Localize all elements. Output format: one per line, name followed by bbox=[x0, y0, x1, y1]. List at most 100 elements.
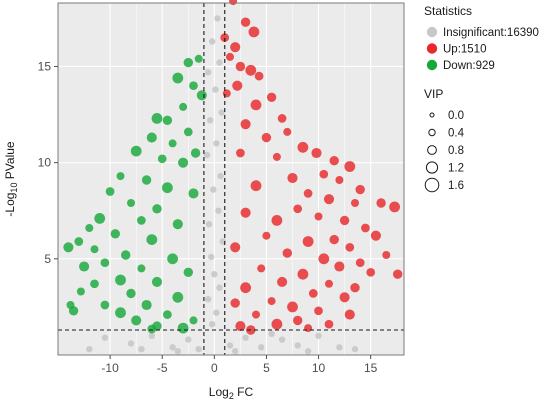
point-insignificant-3 bbox=[204, 69, 212, 76]
point-insignificant-39 bbox=[304, 348, 312, 355]
point-down-11 bbox=[190, 148, 201, 158]
point-insignificant-30 bbox=[294, 342, 301, 349]
y-axis-title: -Log10 PValue bbox=[3, 141, 19, 217]
point-up-57 bbox=[240, 282, 252, 294]
point-up-8 bbox=[254, 71, 264, 81]
point-down-2 bbox=[172, 72, 184, 84]
point-down-0 bbox=[194, 54, 203, 63]
point-up-59 bbox=[339, 292, 350, 303]
point-up-20 bbox=[272, 152, 281, 161]
point-insignificant-34 bbox=[86, 346, 93, 353]
point-up-22 bbox=[344, 161, 356, 172]
point-up-15 bbox=[283, 127, 292, 136]
point-insignificant-8 bbox=[203, 151, 211, 159]
point-up-36 bbox=[339, 215, 350, 226]
point-up-1 bbox=[240, 17, 251, 27]
point-up-24 bbox=[287, 172, 298, 184]
point-insignificant-22 bbox=[148, 332, 155, 339]
point-down-3 bbox=[189, 81, 198, 91]
point-down-48 bbox=[163, 310, 172, 319]
legend-size-swatch-2 bbox=[427, 145, 437, 155]
point-up-41 bbox=[329, 234, 339, 245]
point-up-66 bbox=[293, 315, 303, 326]
point-down-36 bbox=[183, 267, 193, 277]
point-up-33 bbox=[293, 204, 303, 214]
point-down-37 bbox=[115, 274, 126, 286]
point-insignificant-18 bbox=[213, 309, 220, 316]
x-tick-label-0: -10 bbox=[101, 361, 119, 375]
legend-size-label-0: 0.0 bbox=[448, 110, 464, 122]
point-insignificant-2 bbox=[216, 59, 223, 66]
point-up-18 bbox=[236, 148, 245, 158]
point-up-53 bbox=[366, 267, 376, 277]
point-down-40 bbox=[76, 287, 85, 296]
point-down-41 bbox=[126, 288, 136, 299]
point-up-68 bbox=[324, 319, 334, 329]
point-up-35 bbox=[314, 212, 323, 221]
point-down-53 bbox=[147, 324, 157, 334]
point-down-7 bbox=[151, 113, 163, 124]
point-insignificant-29 bbox=[278, 336, 286, 343]
y-tick-label-2: 15 bbox=[38, 59, 52, 73]
point-up-30 bbox=[351, 199, 359, 207]
legend-statistics: Statistics Insignificant:16390 Up:1510 Dow… bbox=[424, 4, 539, 72]
point-down-17 bbox=[162, 182, 173, 194]
legend-size-label-4: 1.6 bbox=[448, 180, 464, 192]
legend-size-swatch-3 bbox=[425, 161, 439, 174]
point-down-38 bbox=[90, 279, 99, 289]
point-insignificant-27 bbox=[242, 334, 249, 341]
x-axis-title: Log2 FC bbox=[209, 385, 254, 401]
point-up-39 bbox=[370, 230, 381, 241]
legend-label-0: Insignificant:16390 bbox=[443, 27, 539, 39]
point-down-46 bbox=[68, 306, 79, 316]
point-up-23 bbox=[319, 169, 329, 179]
point-down-25 bbox=[85, 224, 94, 232]
point-insignificant-38 bbox=[138, 346, 145, 353]
y-tick-label-0: 5 bbox=[44, 252, 51, 266]
point-down-14 bbox=[178, 157, 189, 168]
point-down-5 bbox=[179, 102, 188, 111]
point-down-49 bbox=[131, 315, 142, 326]
point-up-12 bbox=[250, 99, 262, 111]
point-down-50 bbox=[189, 316, 198, 325]
legend-size-swatch-4 bbox=[424, 177, 440, 193]
point-down-26 bbox=[110, 229, 121, 239]
point-down-42 bbox=[172, 291, 184, 303]
point-insignificant-5 bbox=[218, 109, 225, 116]
point-up-62 bbox=[287, 301, 298, 313]
point-up-51 bbox=[393, 269, 403, 279]
point-up-32 bbox=[389, 201, 400, 213]
point-down-35 bbox=[137, 264, 146, 273]
point-up-61 bbox=[230, 298, 240, 308]
point-insignificant-6 bbox=[207, 117, 214, 124]
point-down-22 bbox=[94, 213, 106, 224]
point-insignificant-19 bbox=[209, 321, 216, 328]
point-insignificant-28 bbox=[258, 344, 265, 351]
point-insignificant-11 bbox=[215, 207, 222, 214]
point-up-44 bbox=[230, 242, 241, 253]
point-down-15 bbox=[116, 172, 125, 181]
legend-size-label-1: 0.4 bbox=[448, 128, 465, 140]
point-up-19 bbox=[311, 147, 322, 159]
legend-size-swatch-1 bbox=[428, 128, 436, 137]
grid-lines bbox=[58, 3, 404, 355]
legend-label-2: Down:929 bbox=[443, 60, 495, 72]
legend-size-entries: 0.0 0.4 0.8 1.2 1.6 bbox=[424, 110, 465, 193]
point-down-4 bbox=[196, 90, 207, 101]
legend-swatch-2 bbox=[426, 59, 438, 71]
point-insignificant-12 bbox=[205, 221, 213, 228]
point-insignificant-4 bbox=[212, 86, 219, 93]
legend-swatch-1 bbox=[426, 43, 438, 54]
point-down-24 bbox=[172, 219, 183, 230]
point-up-45 bbox=[382, 251, 391, 259]
x-axis-ticks: -10 -5 0 5 10 15 bbox=[101, 355, 378, 375]
point-up-25 bbox=[335, 176, 344, 184]
point-up-38 bbox=[361, 223, 370, 233]
point-up-40 bbox=[262, 231, 271, 240]
legend-size-label-3: 1.2 bbox=[448, 163, 464, 175]
point-insignificant-21 bbox=[127, 340, 135, 347]
point-up-70 bbox=[304, 324, 313, 333]
point-up-67 bbox=[271, 318, 283, 330]
point-down-21 bbox=[152, 204, 162, 214]
legend-swatch-0 bbox=[426, 26, 438, 38]
